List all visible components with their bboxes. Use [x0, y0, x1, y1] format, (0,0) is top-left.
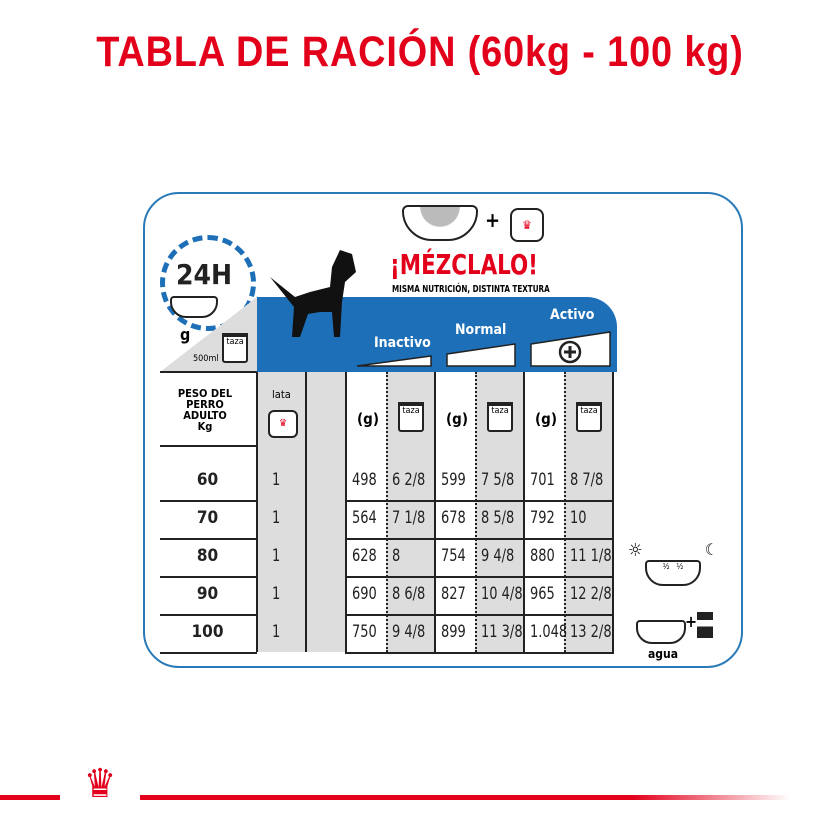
cups-cell: 10	[570, 508, 587, 528]
row-line	[160, 538, 257, 540]
divider	[434, 372, 436, 652]
weight-cell: 100	[191, 622, 224, 642]
row-line	[160, 614, 257, 616]
water-tap-icon	[697, 612, 713, 638]
weight-cell: 60	[196, 470, 219, 490]
grams-cell: 899	[441, 622, 466, 642]
weight-cell: 70	[196, 508, 219, 528]
mix-headline: ¡MÉZCLALO!	[390, 248, 538, 281]
divider	[564, 372, 566, 652]
footer-line	[0, 795, 790, 800]
mix-plus: +	[485, 208, 501, 232]
cups-cell: 6 2/8	[392, 470, 426, 490]
grams-cell: 880	[530, 546, 555, 566]
row-line	[345, 500, 614, 502]
grams-cell: 599	[441, 470, 466, 490]
divider	[612, 372, 614, 652]
cups-cell: 8	[392, 546, 401, 566]
grams-cell: 1.048	[530, 622, 568, 642]
weight-cell: 90	[196, 584, 219, 604]
grams-cell: 564	[352, 508, 377, 528]
grams-cell: 701	[530, 470, 555, 490]
wet-food-can-icon: ♛	[510, 208, 544, 242]
grams-cell: 754	[441, 546, 466, 566]
page-title: TABLA DE RACIÓN (60kg - 100 kg)	[96, 28, 744, 76]
half-label: ½	[662, 562, 670, 571]
divider	[386, 372, 388, 652]
dog-silhouette-icon	[270, 242, 360, 342]
royal-canin-crown-logo: ♛	[60, 762, 140, 807]
grams-cell: 792	[530, 508, 555, 528]
level-inactivo: Inactivo	[374, 335, 431, 351]
clock-ml: 500ml	[193, 354, 219, 364]
cups-cell: 8 6/8	[392, 584, 426, 604]
cup-header-icon: taza	[398, 402, 424, 432]
bowl-icon	[636, 620, 686, 644]
weight-cell: 80	[196, 546, 219, 566]
divider	[305, 372, 307, 652]
g-header: (g)	[535, 410, 557, 428]
row-line	[345, 538, 614, 540]
grams-cell: 827	[441, 584, 466, 604]
grams-cell: 965	[530, 584, 555, 604]
cups-cell: 7 5/8	[481, 470, 515, 490]
lata-cell: 1	[272, 470, 281, 490]
clock-label: 24H	[176, 258, 233, 291]
cups-cell: 8 7/8	[570, 470, 604, 490]
cup-header-icon: taza	[576, 402, 602, 432]
row-line	[160, 576, 257, 578]
g-header: (g)	[357, 410, 379, 428]
level-activo: Activo	[550, 307, 595, 323]
row-line	[345, 614, 614, 616]
cups-cell: 9 4/8	[481, 546, 515, 566]
cups-cell: 11 1/8	[570, 546, 612, 566]
ration-panel	[143, 192, 743, 668]
can-icon: ♛	[268, 410, 298, 438]
lata-cell: 1	[272, 622, 281, 642]
lata-header: lata	[272, 388, 291, 401]
divider	[475, 372, 477, 652]
grams-cell: 750	[352, 622, 377, 642]
grams-cell: 498	[352, 470, 377, 490]
row-line	[345, 576, 614, 578]
row-line	[345, 652, 614, 654]
water-label: agua	[648, 647, 678, 661]
divider	[160, 445, 257, 447]
grams-cell: 690	[352, 584, 377, 604]
row-line	[160, 500, 257, 502]
cups-cell: 11 3/8	[481, 622, 523, 642]
lata-cell: 1	[272, 546, 281, 566]
grams-cell: 628	[352, 546, 377, 566]
cups-cell: 10 4/8	[481, 584, 523, 604]
cups-cell: 9 4/8	[392, 622, 426, 642]
clock-g: g	[180, 325, 191, 344]
grams-cell: 678	[441, 508, 466, 528]
divider	[345, 372, 347, 652]
cups-cell: 13 2/8	[570, 622, 612, 642]
moon-icon: ☾	[705, 540, 718, 559]
cups-cell: 12 2/8	[570, 584, 612, 604]
water-plus: +	[685, 612, 698, 631]
level-normal: Normal	[455, 322, 507, 338]
lata-cell: 1	[272, 508, 281, 528]
weight-header: PESO DEL PERRO ADULTO Kg	[177, 387, 233, 433]
g-header: (g)	[446, 410, 468, 428]
divider	[523, 372, 525, 652]
lata-cell: 1	[272, 584, 281, 604]
sun-icon: ☼	[628, 540, 643, 561]
half-label: ½	[676, 562, 684, 571]
mix-subtitle: MISMA NUTRICIÓN, DISTINTA TEXTURA	[392, 284, 550, 295]
row-line	[160, 652, 257, 654]
split-bowl-icon: ½ ½	[645, 560, 701, 586]
activity-ramps	[356, 331, 611, 367]
divider	[256, 372, 258, 652]
cup-icon: taza	[222, 333, 248, 363]
spacer-column	[307, 372, 345, 652]
divider	[160, 371, 257, 373]
cups-cell: 8 5/8	[481, 508, 515, 528]
cups-cell: 7 1/8	[392, 508, 426, 528]
cup-header-icon: taza	[487, 402, 513, 432]
